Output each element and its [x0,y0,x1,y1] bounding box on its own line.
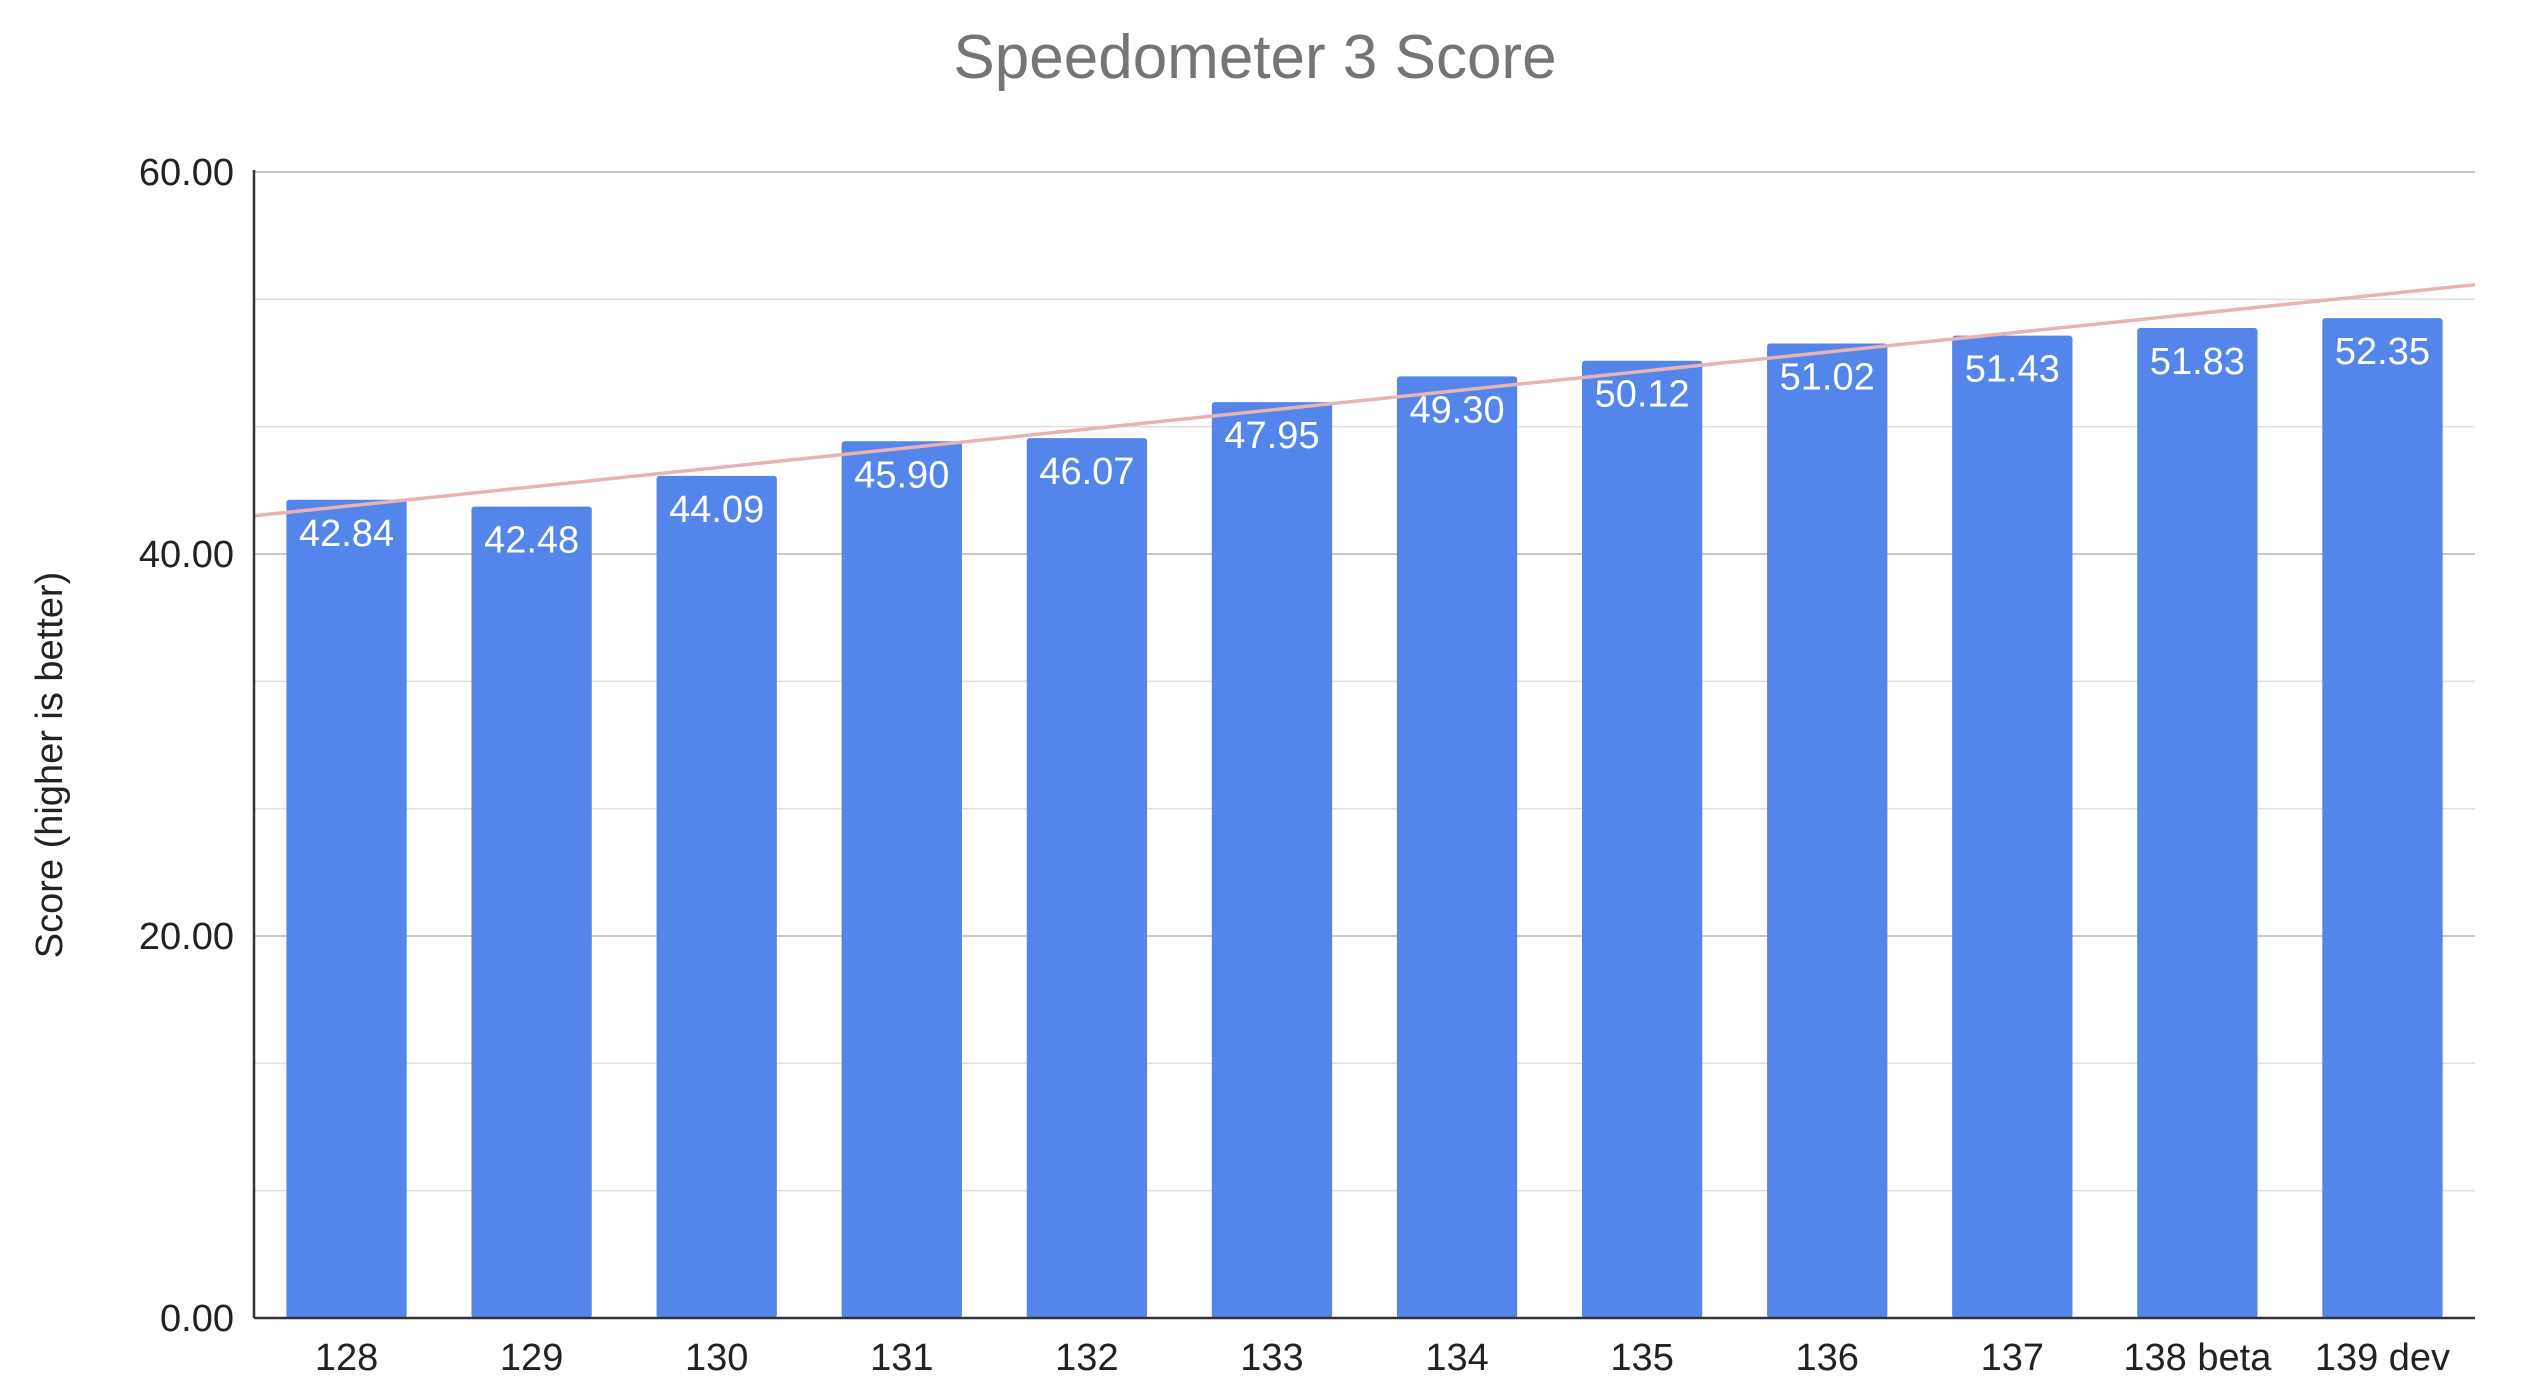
data-labels: 42.84 42.48 44.09 45.90 46.07 47.95 49.30 50.12… [299,331,2430,562]
y-tick-label: 60.00 [139,152,234,194]
bar-value-label: 47.95 [1224,415,1319,457]
x-tick-label: 138 beta [2123,1337,2272,1379]
bar [1767,343,1888,1318]
bar-value-label: 51.02 [1780,357,1875,399]
trendline [253,282,2476,518]
bar [2322,318,2443,1318]
bar [471,506,592,1319]
bar [841,441,962,1318]
bar-value-label: 44.09 [669,489,764,531]
gridlines [254,170,2475,1192]
bars [286,318,2443,1319]
y-tick-label: 20.00 [139,916,234,958]
x-tick-labels: 128 129 130 131 132 133 134 135 136 137 138 beta 13… [315,1337,2450,1379]
bar [1396,376,1518,1318]
bar-value-label: 51.43 [1965,349,2060,391]
x-tick-label: 131 [870,1337,933,1379]
y-tick-labels: 0.00 20.00 40.00 60.00 [139,152,234,1340]
bar-value-label: 51.83 [2150,341,2245,383]
bar-value-label: 42.84 [299,513,394,555]
bar-value-label: 52.35 [2335,331,2430,373]
x-tick-label: 137 [1981,1337,2044,1379]
bar [1211,402,1333,1318]
bar [2137,328,2258,1318]
x-tick-label: 130 [685,1337,748,1379]
bar-value-label: 42.48 [484,520,579,562]
x-tick-label: 128 [315,1337,378,1379]
y-tick-label: 40.00 [139,534,234,576]
bar-value-label: 46.07 [1039,451,1134,493]
bar-value-label: 49.30 [1409,389,1504,431]
x-tick-label: 132 [1055,1337,1118,1379]
x-tick-label: 136 [1796,1337,1859,1379]
bar [1581,360,1703,1318]
bar [286,499,407,1319]
x-tick-label: 135 [1610,1337,1673,1379]
x-tick-label: 134 [1425,1337,1488,1379]
x-tick-label: 129 [500,1337,563,1379]
x-tick-label: 139 dev [2315,1337,2450,1379]
chart-title: Speedometer 3 Score [953,23,1556,92]
y-axis-label: Score (higher is better) [29,572,71,959]
x-tick-label: 133 [1240,1337,1303,1379]
bar-value-label: 45.90 [854,454,949,496]
trendline-layer [253,282,2476,518]
y-tick-label: 0.00 [160,1298,234,1340]
bar [656,475,777,1319]
bar-value-label: 50.12 [1595,374,1690,416]
bar [1952,335,2073,1318]
bar [1026,438,1148,1318]
axes [252,170,2475,1320]
